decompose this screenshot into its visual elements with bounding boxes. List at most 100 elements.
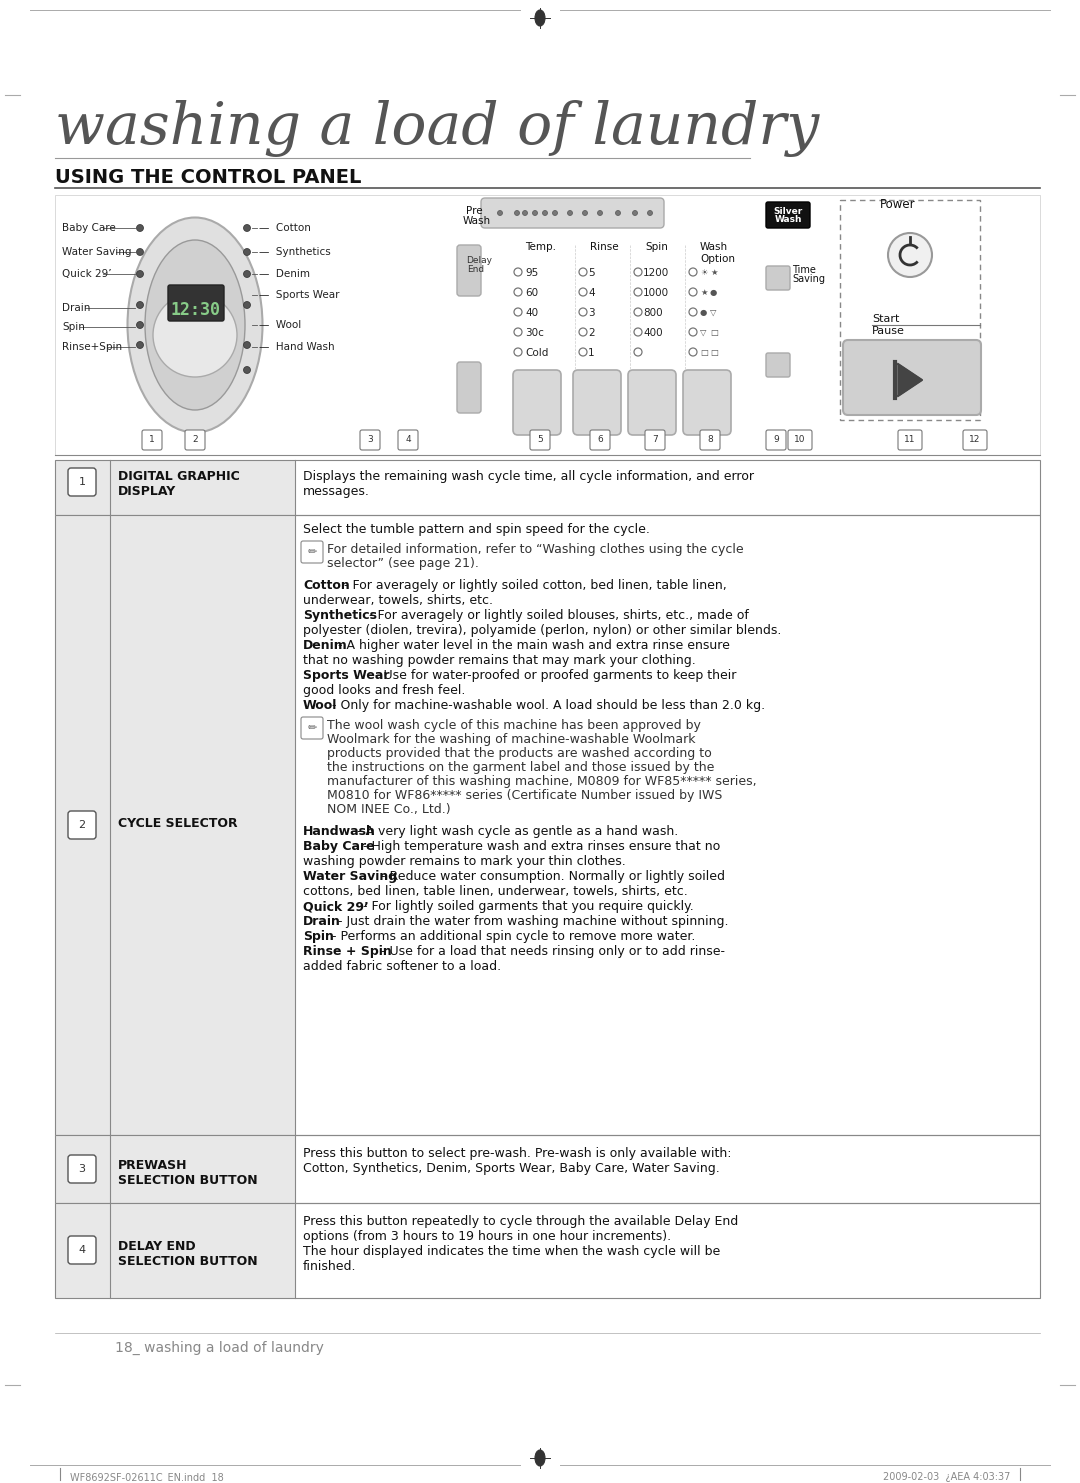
Text: Press this button to select pre-wash. Pre-wash is only available with:: Press this button to select pre-wash. Pr… bbox=[303, 1146, 731, 1160]
Circle shape bbox=[243, 341, 251, 349]
Text: Woolmark for the washing of machine-washable Woolmark: Woolmark for the washing of machine-wash… bbox=[327, 733, 696, 746]
Text: Power: Power bbox=[880, 199, 916, 211]
Text: messages.: messages. bbox=[303, 485, 369, 498]
Text: Temp.: Temp. bbox=[525, 242, 556, 252]
Text: Quick 29’: Quick 29’ bbox=[303, 900, 368, 914]
Text: cottons, bed linen, table linen, underwear, towels, shirts, etc.: cottons, bed linen, table linen, underwe… bbox=[303, 885, 688, 899]
FancyBboxPatch shape bbox=[700, 430, 720, 449]
Text: 3: 3 bbox=[367, 436, 373, 445]
FancyBboxPatch shape bbox=[573, 369, 621, 435]
Text: PREWASH
SELECTION BUTTON: PREWASH SELECTION BUTTON bbox=[118, 1160, 258, 1186]
Circle shape bbox=[136, 341, 144, 349]
Text: added fabric softener to a load.: added fabric softener to a load. bbox=[303, 960, 501, 973]
Circle shape bbox=[498, 211, 502, 215]
Circle shape bbox=[136, 270, 144, 277]
FancyBboxPatch shape bbox=[68, 469, 96, 495]
FancyBboxPatch shape bbox=[766, 353, 789, 377]
Text: The hour displayed indicates the time when the wash cycle will be: The hour displayed indicates the time wh… bbox=[303, 1246, 720, 1258]
Circle shape bbox=[523, 211, 527, 215]
Text: Pause: Pause bbox=[872, 326, 905, 337]
Text: USING THE CONTROL PANEL: USING THE CONTROL PANEL bbox=[55, 168, 362, 187]
FancyBboxPatch shape bbox=[788, 430, 812, 449]
FancyBboxPatch shape bbox=[963, 430, 987, 449]
Text: Drain: Drain bbox=[62, 303, 91, 313]
FancyBboxPatch shape bbox=[360, 430, 380, 449]
Circle shape bbox=[567, 211, 572, 215]
Text: Water Saving: Water Saving bbox=[303, 871, 397, 882]
Text: 60: 60 bbox=[525, 288, 538, 298]
Text: finished.: finished. bbox=[303, 1261, 356, 1272]
FancyBboxPatch shape bbox=[897, 430, 922, 449]
Text: Pre: Pre bbox=[465, 206, 483, 217]
Text: 18_ washing a load of laundry: 18_ washing a load of laundry bbox=[114, 1341, 324, 1355]
Bar bbox=[840, 200, 980, 420]
Text: Wash: Wash bbox=[774, 215, 801, 224]
Text: - For averagely or lightly soiled blouses, shirts, etc., made of: - For averagely or lightly soiled blouse… bbox=[365, 610, 748, 621]
FancyBboxPatch shape bbox=[457, 362, 481, 412]
Text: 4: 4 bbox=[405, 436, 410, 445]
Text: —  Denim: — Denim bbox=[259, 268, 310, 279]
Text: 1200: 1200 bbox=[643, 268, 670, 277]
Text: - Reduce water consumption. Normally or lightly soiled: - Reduce water consumption. Normally or … bbox=[377, 871, 726, 882]
Text: 2: 2 bbox=[192, 436, 198, 445]
Text: 400: 400 bbox=[643, 328, 663, 338]
Ellipse shape bbox=[145, 240, 245, 409]
Text: washing powder remains to mark your thin clothes.: washing powder remains to mark your thin… bbox=[303, 856, 625, 868]
Text: Press this button repeatedly to cycle through the available Delay End: Press this button repeatedly to cycle th… bbox=[303, 1215, 739, 1228]
Text: 4: 4 bbox=[79, 1246, 85, 1255]
Bar bbox=[55, 1203, 295, 1298]
FancyBboxPatch shape bbox=[68, 811, 96, 839]
Text: that no washing powder remains that may mark your clothing.: that no washing powder remains that may … bbox=[303, 654, 696, 667]
Text: 9: 9 bbox=[773, 436, 779, 445]
Text: 2009-02-03  ¿AEA 4:03:37: 2009-02-03 ¿AEA 4:03:37 bbox=[882, 1473, 1010, 1482]
Text: Delay: Delay bbox=[465, 257, 492, 265]
Text: - Just drain the water from washing machine without spinning.: - Just drain the water from washing mach… bbox=[334, 915, 729, 928]
Ellipse shape bbox=[127, 218, 262, 433]
Circle shape bbox=[136, 224, 144, 231]
Text: the instructions on the garment label and those issued by the: the instructions on the garment label an… bbox=[327, 761, 714, 774]
Text: Silver: Silver bbox=[773, 208, 802, 217]
Text: 10: 10 bbox=[794, 436, 806, 445]
Text: □: □ bbox=[700, 349, 707, 357]
Text: - Only for machine-washable wool. A load should be less than 2.0 kg.: - Only for machine-washable wool. A load… bbox=[328, 698, 765, 712]
Text: ▽: ▽ bbox=[710, 308, 716, 317]
FancyBboxPatch shape bbox=[301, 716, 323, 739]
Text: Cold: Cold bbox=[525, 349, 549, 357]
Text: washing a load of laundry: washing a load of laundry bbox=[55, 99, 820, 157]
Text: Start: Start bbox=[872, 314, 900, 323]
Text: 12:30: 12:30 bbox=[171, 301, 221, 319]
Text: - For lightly soiled garments that you require quickly.: - For lightly soiled garments that you r… bbox=[359, 900, 693, 914]
Circle shape bbox=[597, 211, 603, 215]
Text: —  Sports Wear: — Sports Wear bbox=[259, 291, 339, 300]
Text: Drain: Drain bbox=[303, 915, 341, 928]
Circle shape bbox=[153, 294, 237, 377]
Text: 5: 5 bbox=[537, 436, 543, 445]
Text: DIGITAL GRAPHIC
DISPLAY: DIGITAL GRAPHIC DISPLAY bbox=[118, 470, 240, 498]
Circle shape bbox=[532, 211, 538, 215]
Circle shape bbox=[648, 211, 652, 215]
Text: Wool: Wool bbox=[303, 698, 337, 712]
Circle shape bbox=[243, 366, 251, 374]
Text: WF8692SF-02611C_EN.indd  18: WF8692SF-02611C_EN.indd 18 bbox=[70, 1473, 224, 1483]
Text: Baby Care: Baby Care bbox=[303, 839, 375, 853]
Text: 1: 1 bbox=[149, 436, 154, 445]
Circle shape bbox=[136, 301, 144, 308]
FancyBboxPatch shape bbox=[481, 199, 664, 228]
Text: Select the tumble pattern and spin speed for the cycle.: Select the tumble pattern and spin speed… bbox=[303, 523, 650, 535]
Circle shape bbox=[243, 270, 251, 277]
Text: —  Hand Wash: — Hand Wash bbox=[259, 343, 335, 351]
Text: - Use for a load that needs rinsing only or to add rinse-: - Use for a load that needs rinsing only… bbox=[377, 945, 726, 958]
Text: Handwash: Handwash bbox=[303, 825, 376, 838]
Text: —  Cotton: — Cotton bbox=[259, 222, 311, 233]
FancyBboxPatch shape bbox=[301, 541, 323, 564]
Text: underwear, towels, shirts, etc.: underwear, towels, shirts, etc. bbox=[303, 595, 492, 607]
Text: CYCLE SELECTOR: CYCLE SELECTOR bbox=[118, 817, 238, 830]
Text: Baby Care: Baby Care bbox=[62, 222, 116, 233]
Text: ★: ★ bbox=[700, 288, 707, 297]
Text: 6: 6 bbox=[597, 436, 603, 445]
FancyBboxPatch shape bbox=[168, 285, 224, 320]
Text: ☀: ☀ bbox=[700, 268, 707, 277]
Text: ★: ★ bbox=[710, 268, 717, 277]
Circle shape bbox=[633, 211, 637, 215]
Text: —  Wool: — Wool bbox=[259, 320, 301, 331]
